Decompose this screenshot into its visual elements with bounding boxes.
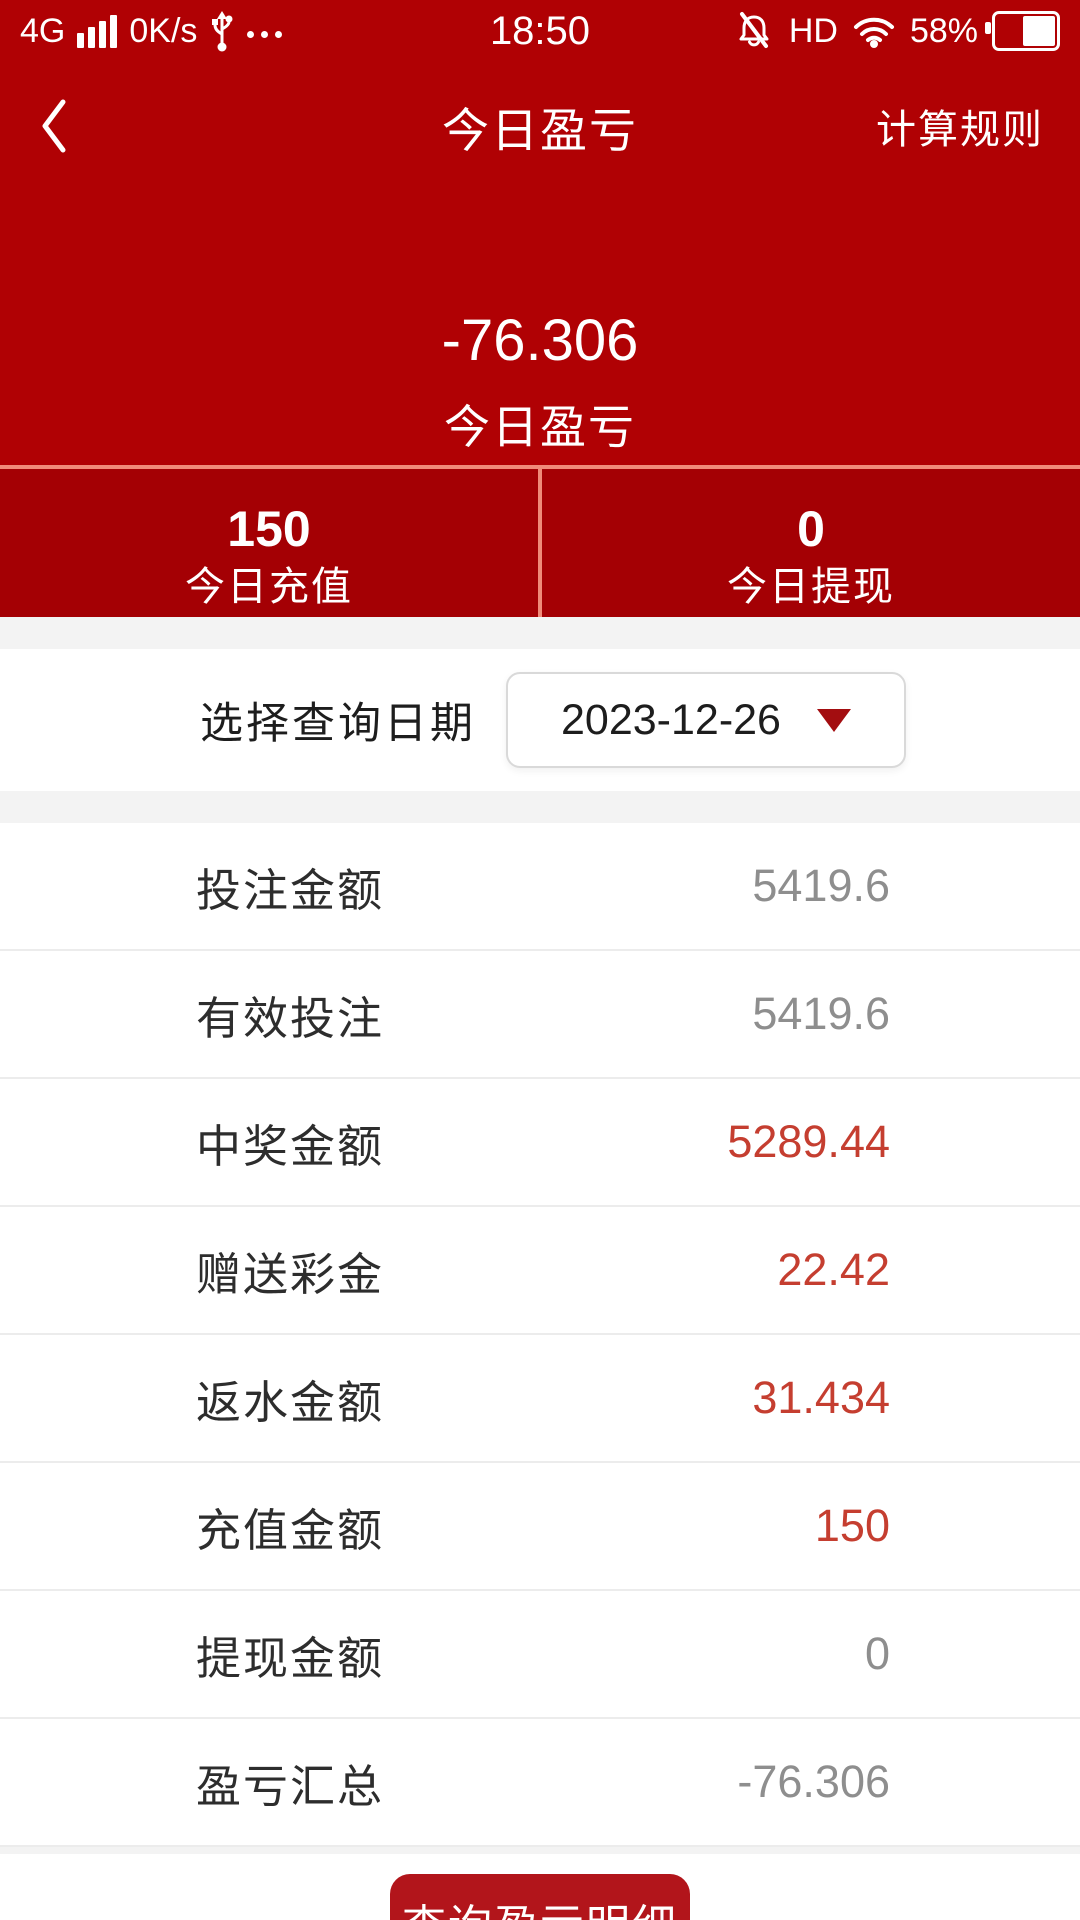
row-value: 31.434 — [752, 1372, 890, 1423]
row-value: 5289.44 — [727, 1116, 890, 1167]
detail-list: 投注金额 5419.6 有效投注 5419.6 中奖金额 5289.44 赠送彩… — [0, 823, 1080, 1847]
row-value: -76.306 — [737, 1756, 890, 1807]
network-type-label: 4G — [20, 11, 66, 50]
hero-panel: -76.306 今日盈亏 — [0, 190, 1080, 465]
usb-icon — [212, 11, 233, 52]
row-label: 赠送彩金 — [196, 1248, 385, 1300]
today-profit-loss-label: 今日盈亏 — [444, 401, 636, 453]
row-label: 提现金额 — [196, 1632, 385, 1684]
today-deposit-label: 今日充值 — [185, 565, 353, 609]
today-withdraw-cell: 0 今日提现 — [542, 469, 1080, 617]
table-row-profit-loss-total: 盈亏汇总 -76.306 — [0, 1719, 1080, 1847]
today-deposit-cell: 150 今日充值 — [0, 469, 542, 617]
more-dots-icon — [247, 25, 283, 38]
status-bar: 4G 0K/s 18:50 — [0, 0, 1080, 62]
date-dropdown[interactable]: 2023-12-26 — [506, 672, 906, 768]
table-row-rebate-amount: 返水金额 31.434 — [0, 1335, 1080, 1463]
today-profit-loss-value: -76.306 — [441, 308, 639, 373]
row-label: 有效投注 — [196, 992, 385, 1044]
row-label: 投注金额 — [196, 864, 385, 916]
dropdown-caret-icon — [816, 708, 851, 732]
row-label: 盈亏汇总 — [196, 1760, 385, 1812]
calculation-rules-link[interactable]: 计算规则 — [876, 108, 1044, 152]
back-arrow-icon[interactable] — [36, 95, 72, 157]
table-row-valid-bet: 有效投注 5419.6 — [0, 951, 1080, 1079]
summary-panel: 150 今日充值 0 今日提现 — [0, 465, 1080, 617]
footer: 查询盈亏明细 — [0, 1854, 1080, 1920]
today-withdraw-label: 今日提现 — [727, 565, 895, 609]
network-speed-label: 0K/s — [129, 11, 198, 50]
section-gap — [0, 791, 1080, 823]
status-right-group: HD 58% — [733, 10, 1060, 52]
row-value: 0 — [864, 1628, 890, 1679]
wifi-icon — [853, 17, 894, 48]
today-withdraw-value: 0 — [797, 501, 825, 557]
section-gap — [0, 617, 1080, 649]
date-picker-label: 选择查询日期 — [200, 700, 476, 748]
date-dropdown-value: 2023-12-26 — [561, 695, 781, 744]
mute-bell-icon — [739, 12, 769, 48]
status-left-group: 4G 0K/s — [20, 10, 283, 52]
signal-strength-icon — [77, 12, 118, 50]
row-label: 中奖金额 — [196, 1120, 385, 1172]
table-row-bet-amount: 投注金额 5419.6 — [0, 823, 1080, 951]
query-profit-loss-detail-button[interactable]: 查询盈亏明细 — [390, 1874, 690, 1920]
row-value: 5419.6 — [752, 988, 890, 1039]
table-row-deposit-amount: 充值金额 150 — [0, 1463, 1080, 1591]
row-value: 150 — [814, 1500, 890, 1551]
row-value: 5419.6 — [752, 860, 890, 911]
hd-voice-label: HD — [788, 11, 838, 50]
battery-icon — [985, 11, 1060, 51]
section-gap — [0, 1847, 1080, 1854]
table-row-withdraw-amount: 提现金额 0 — [0, 1591, 1080, 1719]
today-deposit-value: 150 — [227, 501, 311, 557]
row-label: 充值金额 — [196, 1504, 385, 1556]
date-picker-row: 选择查询日期 2023-12-26 — [0, 649, 1080, 791]
nav-bar: 今日盈亏 计算规则 — [0, 62, 1080, 190]
table-row-bonus-amount: 赠送彩金 22.42 — [0, 1207, 1080, 1335]
row-value: 22.42 — [777, 1244, 890, 1295]
row-label: 返水金额 — [196, 1376, 385, 1428]
table-row-winning-amount: 中奖金额 5289.44 — [0, 1079, 1080, 1207]
battery-percent-label: 58% — [909, 11, 978, 50]
